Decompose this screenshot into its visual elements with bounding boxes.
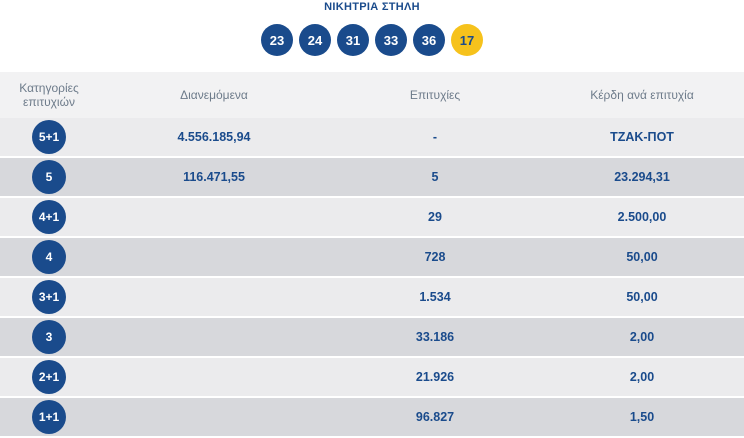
winners-cell: - <box>432 130 438 144</box>
category-badge: 3+1 <box>32 280 66 314</box>
joker-ball: 17 <box>451 24 483 56</box>
table-row: 1+1 96.827 1,50 <box>0 398 744 436</box>
number-ball: 36 <box>413 24 445 56</box>
table-row: 5+1 4.556.185,94 - ΤΖΑΚ-ΠΟΤ <box>0 118 744 156</box>
prize-cell: 2,00 <box>629 370 655 384</box>
header-distributed: Διανεμόμενα <box>180 88 248 102</box>
winners-cell: 96.827 <box>415 410 455 424</box>
category-badge: 2+1 <box>32 360 66 394</box>
prize-cell: 50,00 <box>626 250 658 264</box>
distributed-cell: 4.556.185,94 <box>177 130 251 144</box>
prize-cell: ΤΖΑΚ-ΠΟΤ <box>610 130 674 144</box>
number-ball: 31 <box>337 24 369 56</box>
prize-cell: 2.500,00 <box>617 210 667 224</box>
table-row: 5 116.471,55 5 23.294,31 <box>0 158 744 196</box>
header-category: Κατηγορίες επιτυχιών <box>19 81 79 109</box>
prize-cell: 23.294,31 <box>614 170 670 184</box>
winners-cell: 728 <box>424 250 446 264</box>
table-row: 3 33.186 2,00 <box>0 318 744 356</box>
category-badge: 3 <box>32 320 66 354</box>
winners-cell: 5 <box>431 170 439 184</box>
table-row: 2+1 21.926 2,00 <box>0 358 744 396</box>
category-badge: 4 <box>32 240 66 274</box>
category-badge: 4+1 <box>32 200 66 234</box>
category-badge: 5 <box>32 160 66 194</box>
winners-cell: 21.926 <box>415 370 455 384</box>
number-ball: 23 <box>261 24 293 56</box>
distributed-cell: 116.471,55 <box>183 170 245 184</box>
category-badge: 5+1 <box>32 120 66 154</box>
winning-line-section: ΝΙΚΗΤΡΙΑ ΣΤΗΛΗ 23 24 31 33 36 17 <box>0 0 744 72</box>
winners-cell: 1.534 <box>419 290 451 304</box>
prize-cell: 2,00 <box>629 330 655 344</box>
prize-cell: 1,50 <box>629 410 655 424</box>
header-prize: Κέρδη ανά επιτυχία <box>590 88 694 102</box>
header-winners: Επιτυχίες <box>409 88 461 102</box>
table-row: 4 728 50,00 <box>0 238 744 276</box>
table-header: Κατηγορίες επιτυχιών Διανεμόμενα Επιτυχί… <box>0 72 744 118</box>
prize-table: Κατηγορίες επιτυχιών Διανεμόμενα Επιτυχί… <box>0 72 744 438</box>
winning-numbers: 23 24 31 33 36 17 <box>0 24 744 56</box>
prize-cell: 50,00 <box>626 290 658 304</box>
category-badge: 1+1 <box>32 400 66 434</box>
table-row: 3+1 1.534 50,00 <box>0 278 744 316</box>
winners-cell: 33.186 <box>415 330 455 344</box>
number-ball: 24 <box>299 24 331 56</box>
winners-cell: 29 <box>428 210 442 224</box>
number-ball: 33 <box>375 24 407 56</box>
table-row: 4+1 29 2.500,00 <box>0 198 744 236</box>
winning-line-title: ΝΙΚΗΤΡΙΑ ΣΤΗΛΗ <box>324 1 420 13</box>
